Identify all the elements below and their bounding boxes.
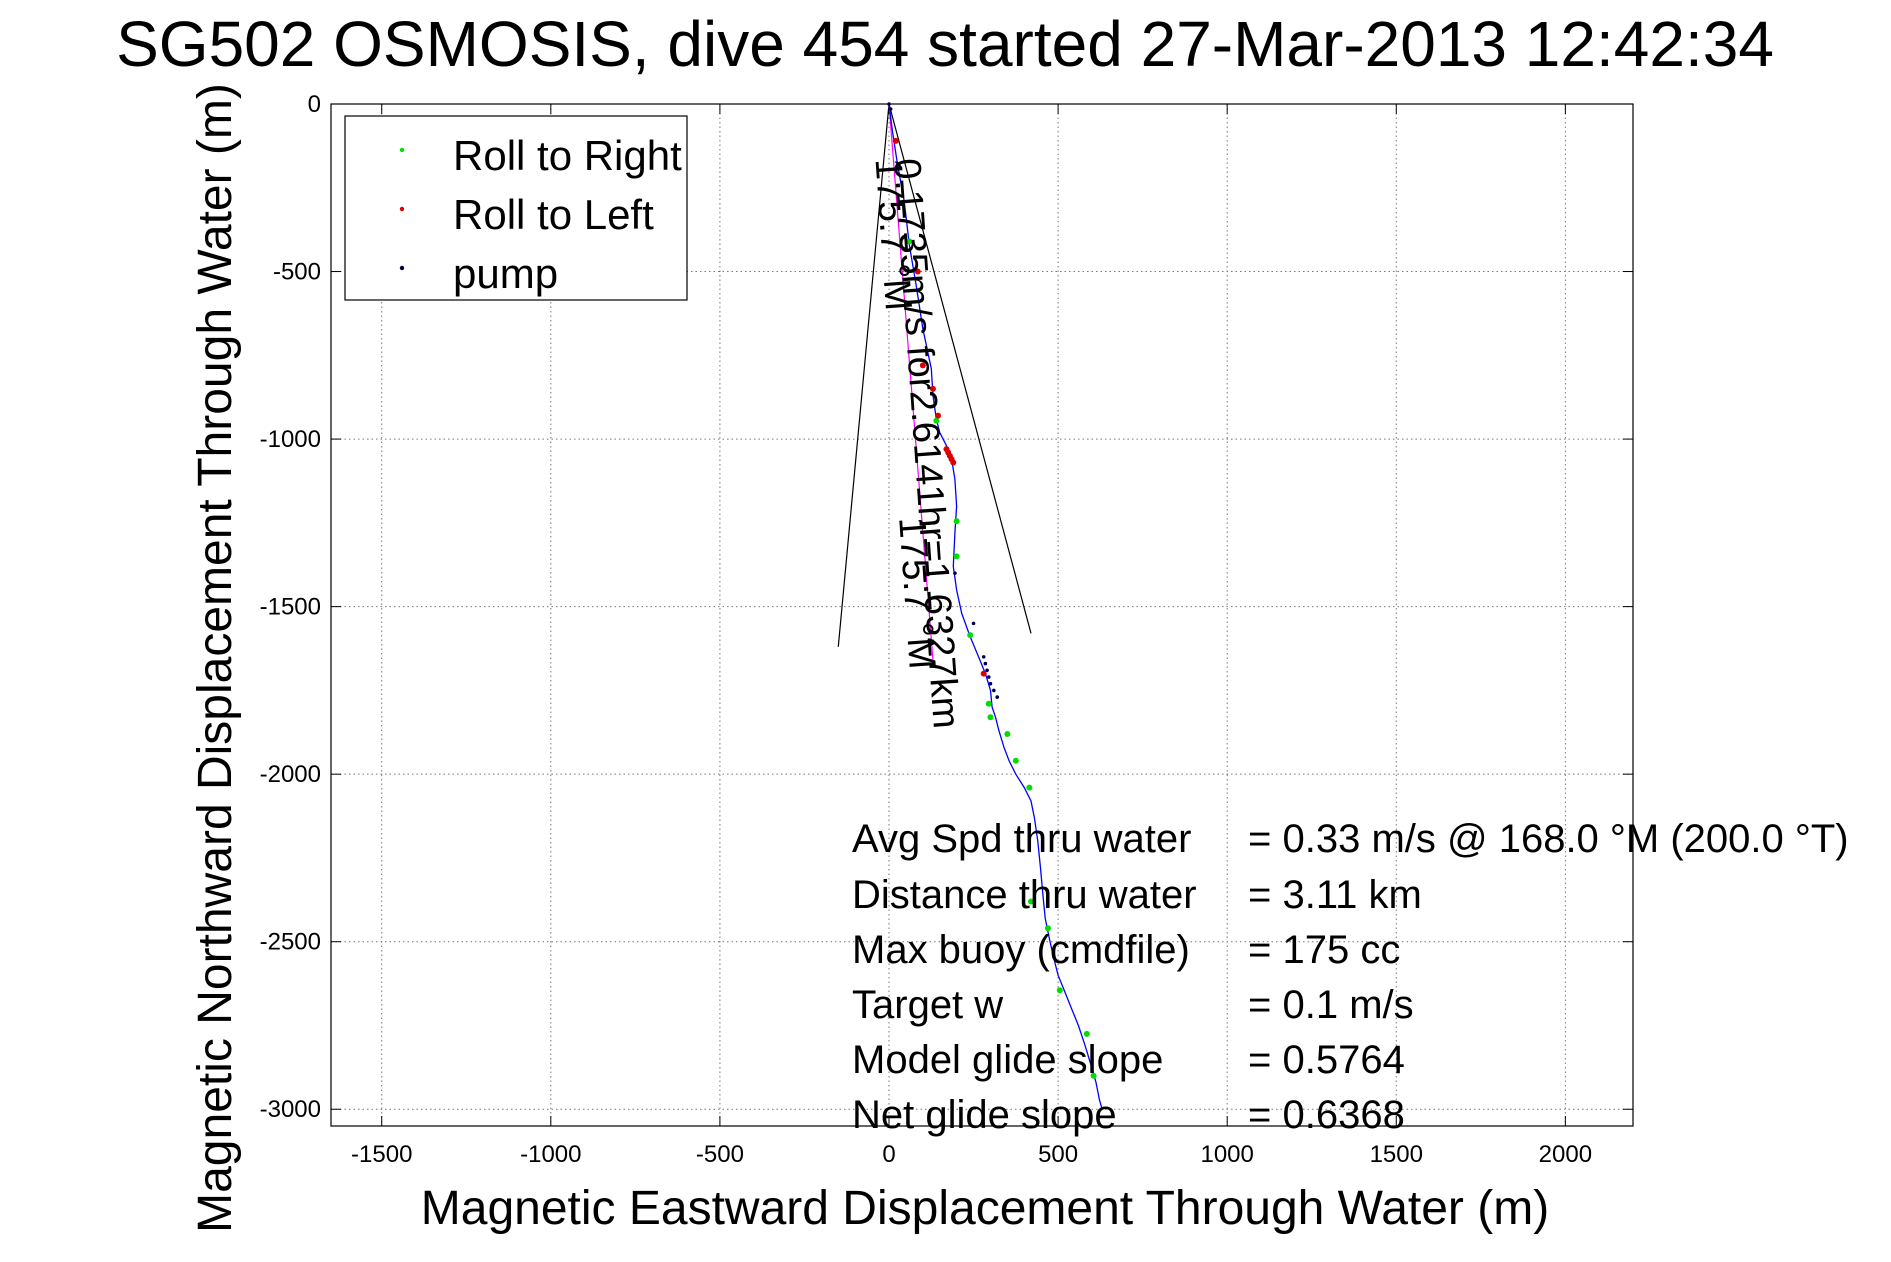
legend-label-pump: pump: [453, 250, 558, 297]
pump-point: [992, 688, 996, 693]
stat-label-target-w: Target w: [852, 983, 1003, 1027]
y-tick-label: -3000: [260, 1096, 321, 1123]
stat-value-model-glide: = 0.5764: [1248, 1038, 1405, 1082]
pump-point: [995, 695, 1000, 699]
x-tick-label: 0: [882, 1141, 895, 1168]
y-tick-label: -2000: [260, 761, 321, 788]
roll-left-point: [935, 412, 942, 419]
roll-left-point: [914, 268, 921, 275]
stat-value-net-glide: = 0.6368: [1248, 1093, 1405, 1137]
roll-right-point: [1026, 784, 1033, 791]
axes-frame: [330, 103, 1634, 1127]
stat-value-distance: = 3.11 km: [1248, 873, 1422, 917]
x-tick-label: -500: [696, 1141, 744, 1168]
legend-label-roll-right: Roll to Right: [453, 132, 682, 179]
roll-right-point: [1090, 1072, 1097, 1079]
stat-label-max-buoy: Max buoy (cmdfile): [852, 928, 1190, 972]
y-axis-label: Magnetic Northward Displacement Through …: [189, 83, 242, 1233]
markers: [887, 102, 1097, 1079]
heading-cone: [837, 103, 1032, 647]
chart-title: SG502 OSMOSIS, dive 454 started 27-Mar-2…: [116, 8, 1774, 80]
pump-point: [986, 675, 991, 679]
pump-point: [988, 681, 993, 686]
roll-right-point: [1012, 757, 1019, 764]
x-tick-label: 1000: [1200, 1141, 1253, 1168]
dive-statistics: Avg Spd thru water = 0.33 m/s @ 168.0 °M…: [852, 817, 1849, 1137]
roll-left-point: [980, 670, 987, 677]
pump-point: [983, 661, 988, 666]
heading-cone-line: [837, 103, 890, 647]
tick-marks: -1500 -1000 -500 0 500 1000 1500 2000 0 -500 -1000…: [260, 91, 1633, 1168]
stat-value-max-buoy: = 175 cc: [1248, 928, 1400, 972]
roll-left-point: [929, 385, 936, 392]
legend-label-roll-left: Roll to Left: [453, 191, 654, 238]
roll-right-point: [1044, 925, 1051, 932]
roll-right-point: [933, 417, 940, 424]
roll-left-point: [950, 459, 957, 466]
stat-value-avg-speed: = 0.33 m/s @ 168.0 °M (200.0 °T): [1248, 817, 1849, 861]
stat-label-avg-speed: Avg Spd thru water: [852, 817, 1191, 861]
roll-right-point: [953, 518, 960, 525]
stat-label-distance: Distance thru water: [852, 873, 1197, 917]
x-tick-label: -1000: [520, 1141, 581, 1168]
legend-marker-roll-right: [399, 147, 405, 153]
stat-value-target-w: = 0.1 m/s: [1248, 983, 1414, 1027]
roll-right-point: [985, 700, 992, 707]
legend-marker-roll-left: [399, 206, 405, 212]
pump-point: [953, 571, 957, 575]
roll-right-point: [967, 632, 974, 639]
roll-right-point: [1004, 730, 1011, 737]
roll-left-point: [919, 362, 926, 369]
roll-right-point: [953, 553, 960, 560]
planned-track-line: [888, 103, 934, 661]
y-tick-label: 0: [308, 91, 321, 118]
roll-right-point: [987, 714, 994, 721]
roll-left-point: [892, 137, 899, 144]
stat-label-net-glide: Net glide slope: [852, 1093, 1117, 1137]
x-tick-label: -1500: [351, 1141, 412, 1168]
roll-right-point: [1028, 898, 1035, 905]
legend: Roll to Right Roll to Left pump: [344, 115, 688, 301]
x-tick-label: 2000: [1539, 1141, 1592, 1168]
y-tick-label: -500: [273, 259, 321, 286]
x-axis-label: Magnetic Eastward Displacement Through W…: [421, 1182, 1549, 1235]
x-tick-label: 500: [1038, 1141, 1078, 1168]
pump-point: [985, 668, 989, 673]
pump-point: [981, 655, 986, 659]
y-tick-label: -1000: [260, 426, 321, 453]
pump-point: [971, 621, 976, 626]
roll-right-point: [1083, 1030, 1090, 1037]
pump-point: [888, 107, 893, 111]
y-tick-label: -1500: [260, 594, 321, 621]
stat-label-model-glide: Model glide slope: [852, 1038, 1163, 1082]
y-tick-label: -2500: [260, 929, 321, 956]
heading-cone-line: [888, 103, 1032, 634]
roll-right-point: [906, 238, 913, 245]
x-tick-label: 1500: [1370, 1141, 1423, 1168]
pump-point: [887, 102, 891, 106]
legend-marker-pump: [399, 265, 405, 271]
roll-right-point: [1056, 987, 1063, 994]
